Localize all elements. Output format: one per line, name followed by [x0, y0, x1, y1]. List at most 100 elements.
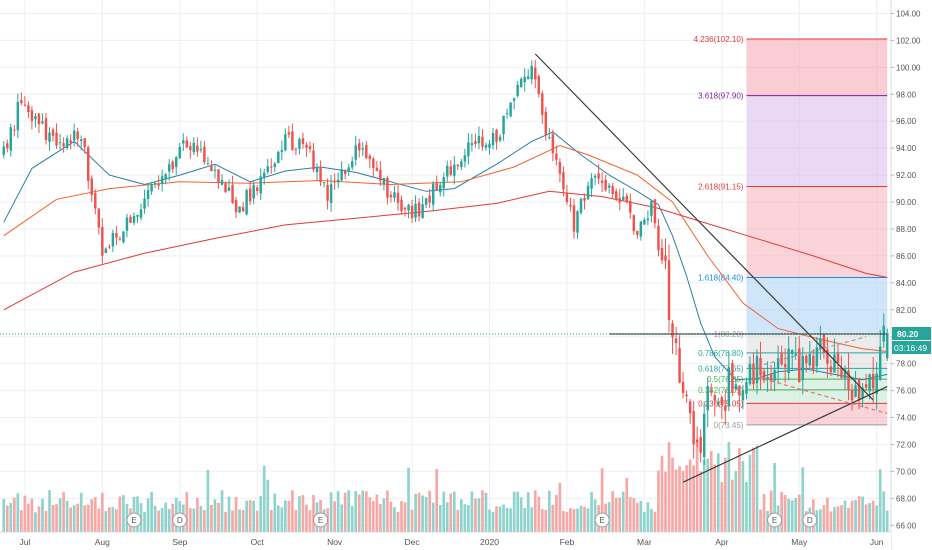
candle-body: [259, 176, 262, 194]
trendline[interactable]: [756, 336, 867, 367]
candle: [558, 158, 562, 183]
volume-bar: [660, 455, 664, 532]
candle-body: [614, 191, 618, 200]
candle: [857, 377, 861, 410]
candle: [516, 80, 519, 98]
candle: [150, 181, 153, 195]
candle-body: [541, 93, 544, 115]
candle: [277, 150, 280, 164]
volume-bar: [681, 471, 685, 532]
candle-body: [805, 355, 808, 364]
candle: [210, 160, 213, 172]
candle-body: [104, 248, 108, 254]
candle: [16, 93, 20, 139]
candle: [417, 198, 421, 222]
candle-body: [586, 185, 590, 200]
volume-bar: [713, 464, 717, 532]
candle-body: [210, 165, 213, 172]
candle-body: [526, 76, 530, 80]
volume-bar: [343, 492, 347, 532]
volume-bar: [210, 504, 213, 532]
candle: [622, 188, 625, 201]
candle: [748, 356, 752, 386]
volume-bar: [255, 510, 259, 532]
time-axis[interactable]: Jul Aug Sep Oct Nov Dec 2020 Feb Mar Apr May Jun: [0, 531, 891, 550]
price-axis-bg: [891, 0, 932, 550]
candle: [864, 373, 868, 391]
candle: [509, 102, 512, 118]
candle-body: [421, 204, 424, 219]
volume-bar: [333, 501, 336, 532]
candle: [600, 172, 604, 193]
candle: [762, 367, 766, 384]
volume-bar: [748, 454, 752, 532]
trendline[interactable]: [682, 385, 888, 483]
event-marker[interactable]: D: [802, 512, 818, 528]
candle: [787, 336, 790, 381]
event-marker[interactable]: E: [767, 512, 783, 528]
candle: [710, 383, 713, 397]
candle-body: [322, 182, 326, 184]
candle: [189, 141, 192, 159]
candle: [132, 212, 136, 226]
candle-body: [505, 113, 509, 115]
time-tick-label: Jun: [870, 537, 884, 547]
volume-bar: [372, 501, 375, 532]
volume-bar: [273, 493, 277, 532]
candle: [315, 163, 319, 181]
candle-body: [90, 178, 93, 195]
candle: [424, 197, 428, 209]
candle: [660, 238, 664, 264]
candle-body: [248, 188, 252, 202]
candle: [438, 181, 442, 197]
moving-average-line: [3, 190, 888, 311]
price-axis[interactable]: 104.00 102.00 100.00 98.00 96.00 94.00 92.00 90…: [890, 0, 932, 550]
trendline[interactable]: [756, 376, 888, 415]
fib-level-label: 0.382(76.05): [698, 386, 744, 395]
candle-body: [604, 179, 607, 191]
candle: [674, 327, 678, 356]
candle-body: [762, 371, 766, 381]
candle-body: [389, 194, 393, 198]
event-marker[interactable]: E: [594, 512, 610, 528]
volume-bar: [93, 497, 97, 532]
candle-body: [886, 334, 889, 359]
event-marker[interactable]: D: [172, 512, 188, 528]
candle: [90, 175, 93, 202]
candle-body: [400, 199, 403, 212]
event-circle: [172, 512, 188, 528]
event-circle: [802, 512, 818, 528]
volume-bar: [266, 479, 270, 532]
candle-body: [864, 384, 868, 388]
candle: [294, 147, 298, 156]
candle-body: [270, 166, 273, 168]
candle: [122, 231, 125, 244]
candle-body: [843, 369, 847, 379]
candle-body: [118, 238, 122, 240]
candle: [115, 225, 118, 246]
candle-body: [766, 377, 769, 380]
event-marker[interactable]: E: [126, 512, 142, 528]
candle-body: [136, 214, 139, 217]
price-tick-label: 98.00: [896, 90, 917, 99]
candle-body: [502, 115, 505, 135]
candle: [706, 376, 709, 428]
trendline[interactable]: [534, 53, 874, 401]
candle: [822, 333, 826, 359]
candle: [548, 128, 551, 140]
fib-zone: [746, 277, 888, 335]
volume-bar: [790, 500, 794, 532]
event-marker[interactable]: E: [313, 512, 329, 528]
candle-body: [618, 197, 621, 203]
volume-bar: [731, 479, 734, 532]
volume-bar: [157, 510, 160, 532]
volume-bar: [583, 506, 586, 532]
volume-bar: [878, 469, 882, 532]
trendlines[interactable]: [0, 53, 891, 483]
candle-body: [358, 143, 361, 151]
candle: [607, 183, 611, 194]
candle-body: [291, 131, 294, 151]
volume-bar: [220, 490, 224, 532]
